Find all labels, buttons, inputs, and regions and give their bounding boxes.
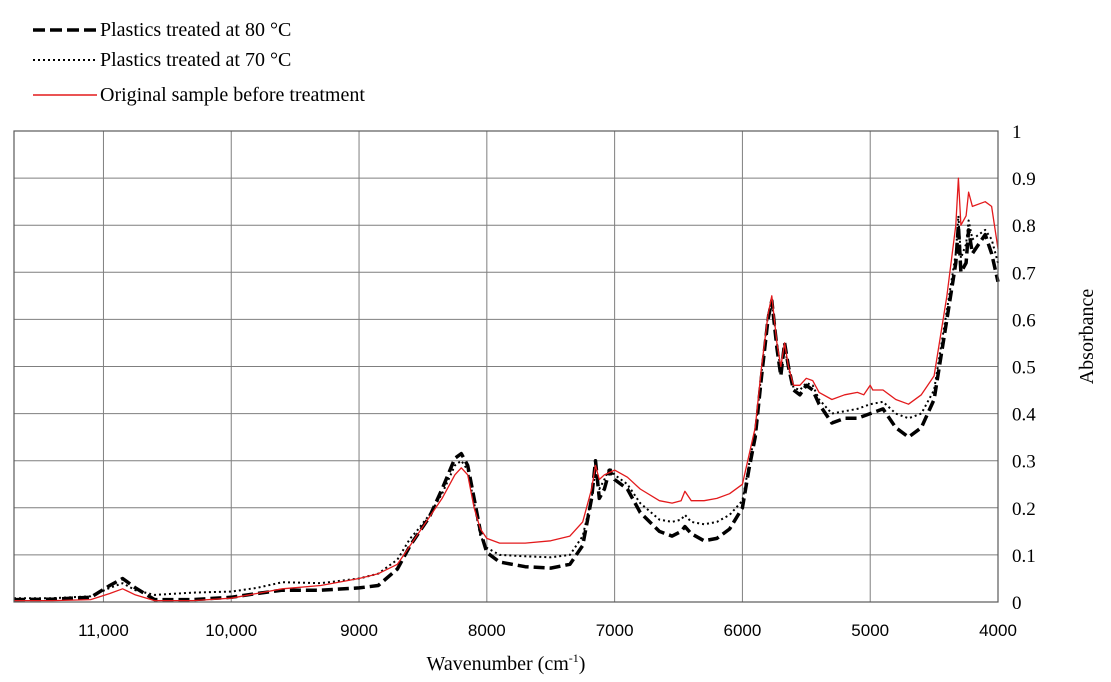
legend-label-80c: Plastics treated at 80 °C <box>100 19 291 41</box>
legend: Plastics treated at 80 °C Plastics treat… <box>33 19 365 106</box>
x-tick-label: 7000 <box>596 621 634 640</box>
x-tick-label: 11,000 <box>78 621 129 640</box>
legend-item-original: Original sample before treatment <box>33 84 365 106</box>
y-tick-label: 0.8 <box>1012 216 1036 237</box>
x-tick-label: 4000 <box>979 621 1017 640</box>
y-axis-title: Absorbance <box>1076 289 1098 385</box>
plot-frame <box>13 130 999 603</box>
y-tick-label: 0.5 <box>1012 358 1036 379</box>
legend-item-80c: Plastics treated at 80 °C <box>33 19 291 41</box>
legend-label-70c: Plastics treated at 70 °C <box>100 49 291 71</box>
y-tick-labels: 0 0.1 0.2 0.3 0.4 0.5 0.6 0.7 0.8 0.9 1 <box>1012 122 1036 614</box>
x-tick-labels: 11,000 10,000 9000 8000 7000 6000 5000 4000 <box>78 621 1017 640</box>
y-tick-label: 0 <box>1012 593 1022 614</box>
y-tick-label: 1 <box>1012 122 1022 143</box>
y-tick-label: 0.4 <box>1012 405 1036 426</box>
grid <box>14 130 999 603</box>
y-tick-label: 0.2 <box>1012 499 1036 520</box>
x-axis-title-main: Wavenumber (cm <box>427 653 570 675</box>
series-line-1 <box>13 223 1000 602</box>
x-axis-title-end: ) <box>579 653 586 675</box>
x-axis-title: Wavenumber (cm-1) <box>427 651 586 675</box>
y-tick-label: 0.1 <box>1012 546 1036 567</box>
x-tick-label: 6000 <box>724 621 762 640</box>
x-tick-label: 5000 <box>851 621 889 640</box>
y-tick-label: 0.6 <box>1012 310 1036 331</box>
y-tick-label: 0.3 <box>1012 452 1036 473</box>
x-tick-label: 9000 <box>340 621 378 640</box>
x-axis-title-superscript: -1 <box>569 651 579 665</box>
y-tick-label: 0.9 <box>1012 169 1036 190</box>
x-tick-label: 8000 <box>468 621 506 640</box>
series-line-2 <box>14 214 999 600</box>
legend-label-original: Original sample before treatment <box>100 84 365 106</box>
y-tick-label: 0.7 <box>1012 263 1036 284</box>
legend-item-70c: Plastics treated at 70 °C <box>33 49 291 71</box>
x-tick-label: 10,000 <box>205 621 257 640</box>
series-group <box>13 177 1000 602</box>
series-line-3 <box>14 177 999 602</box>
